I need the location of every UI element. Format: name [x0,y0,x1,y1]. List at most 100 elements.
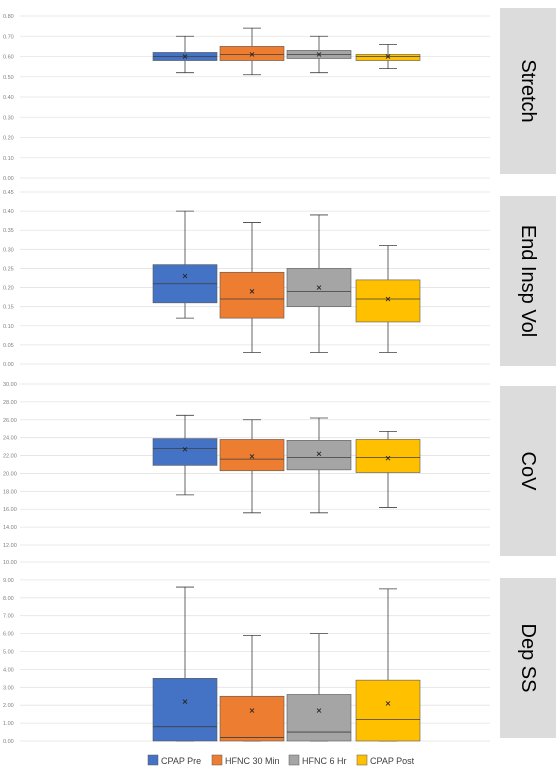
panel-4: 0.00 1.00 2.00 3.00 4.00 5.00 6.00 7.00 8.00 9.00… [3,560,556,745]
legend-label: CPAP Post [370,756,415,766]
facet-strip [500,8,556,174]
box-cpap-post [355,43,421,70]
iqr-box [355,54,421,61]
iqr-box [152,678,218,742]
y-tick-label: 0.25 [3,266,14,272]
legend-label: CPAP Pre [161,756,201,766]
box-cpap-post [355,431,421,508]
y-tick-label: 4.00 [3,667,14,673]
y-tick-label: 0.80 [3,14,14,20]
iqr-box [219,46,285,61]
iqr-box [286,440,352,471]
box-hfnc-30-min [219,634,285,742]
y-tick-label: 10.00 [3,560,17,566]
box-hfnc-30-min [219,27,285,76]
mean-marker [249,289,255,294]
legend: CPAP Pre HFNC 30 Min HFNC 6 Hr CPAP Post [147,754,415,766]
iqr-box [355,279,421,323]
facet-strip [500,578,556,738]
mean-marker [182,699,188,704]
legend-swatch [288,754,300,766]
panel-1: 0.00 0.10 0.20 0.30 0.40 0.50 0.60 0.70 0.80 Stre… [3,8,556,182]
y-tick-label: 1.00 [3,721,14,727]
y-tick-label: 9.00 [3,578,14,584]
y-tick-label: 0.20 [3,286,14,292]
y-tick-label: 0.60 [3,55,14,61]
y-tick-label: 0.00 [3,739,14,745]
box-cpap-pre [152,414,218,496]
y-tick-label: 22.00 [3,454,17,460]
y-tick-label: 0.70 [3,34,14,40]
mean-marker [249,708,255,713]
box-hfnc-6-hr [286,35,352,74]
panel-2: 0.00 0.05 0.10 0.15 0.20 0.25 0.30 0.35 0.40 0.45… [3,190,556,368]
box-cpap-pre [152,210,218,319]
y-tick-label: 0.40 [3,95,14,101]
mean-marker [182,54,188,59]
box-cpap-post [355,588,421,742]
legend-swatch [356,754,368,766]
y-tick-label: 3.00 [3,685,14,691]
legend-label: HFNC 30 Min [225,756,280,766]
iqr-box [355,439,421,473]
legend-item: HFNC 30 Min [211,754,280,766]
y-tick-label: 24.00 [3,436,17,442]
y-tick-label: 18.00 [3,489,17,495]
box-hfnc-30-min [219,419,285,514]
box-hfnc-6-hr [286,417,352,514]
y-tick-label: 8.00 [3,596,14,602]
legend-item: CPAP Post [356,754,415,766]
panel-3: 12.00 14.00 16.00 18.00 20.00 22.00 24.00 26.00… [3,382,556,556]
y-tick-label: 20.00 [3,471,17,477]
facet-label: CoV [517,452,539,492]
y-tick-label: 0.40 [3,209,14,215]
box-hfnc-30-min [219,222,285,353]
facet-label: Dep SS [517,624,539,693]
box-hfnc-6-hr [286,633,352,742]
y-tick-label: 7.00 [3,614,14,620]
y-tick-label: 2.00 [3,703,14,709]
box-cpap-pre [152,586,218,742]
panels: 0.00 0.10 0.20 0.30 0.40 0.50 0.60 0.70 0.80 Stre… [3,8,556,745]
legend-label: HFNC 6 Hr [302,756,347,766]
iqr-box [219,271,285,319]
facet-label: Stretch [517,59,539,122]
legend-item: HFNC 6 Hr [288,754,347,766]
y-tick-label: 0.05 [3,343,14,349]
y-tick-label: 0.00 [3,362,14,368]
y-tick-label: 0.50 [3,75,14,81]
y-tick-label: 5.00 [3,650,14,656]
mean-marker [316,285,322,290]
mean-marker [316,451,322,457]
mean-marker [316,708,322,713]
mean-marker [249,52,255,57]
y-tick-label: 0.15 [3,305,14,311]
y-tick-label: 14.00 [3,525,17,531]
mean-marker [249,454,255,459]
y-tick-label: 0.45 [3,190,14,196]
y-tick-label: 0.10 [3,156,14,162]
iqr-box [286,694,352,742]
y-tick-label: 0.35 [3,228,14,234]
facet-strip [500,386,556,556]
y-tick-label: 6.00 [3,632,14,638]
iqr-box [219,695,285,742]
legend-swatch [211,754,223,766]
y-tick-label: 26.00 [3,418,17,424]
mean-marker [385,455,391,461]
box-hfnc-6-hr [286,214,352,353]
mean-marker [385,54,391,59]
facet-label: End Insp Vol [517,225,539,337]
facet-strip [500,196,556,366]
mean-marker [182,273,188,279]
y-tick-label: 16.00 [3,507,17,513]
box-cpap-pre [152,35,218,74]
box-cpap-post [355,245,421,353]
y-tick-label: 30.00 [3,382,17,388]
y-tick-label: 12.00 [3,543,17,549]
iqr-box [219,439,285,472]
mean-marker [385,701,391,706]
iqr-box [355,679,421,742]
mean-marker [385,296,391,302]
